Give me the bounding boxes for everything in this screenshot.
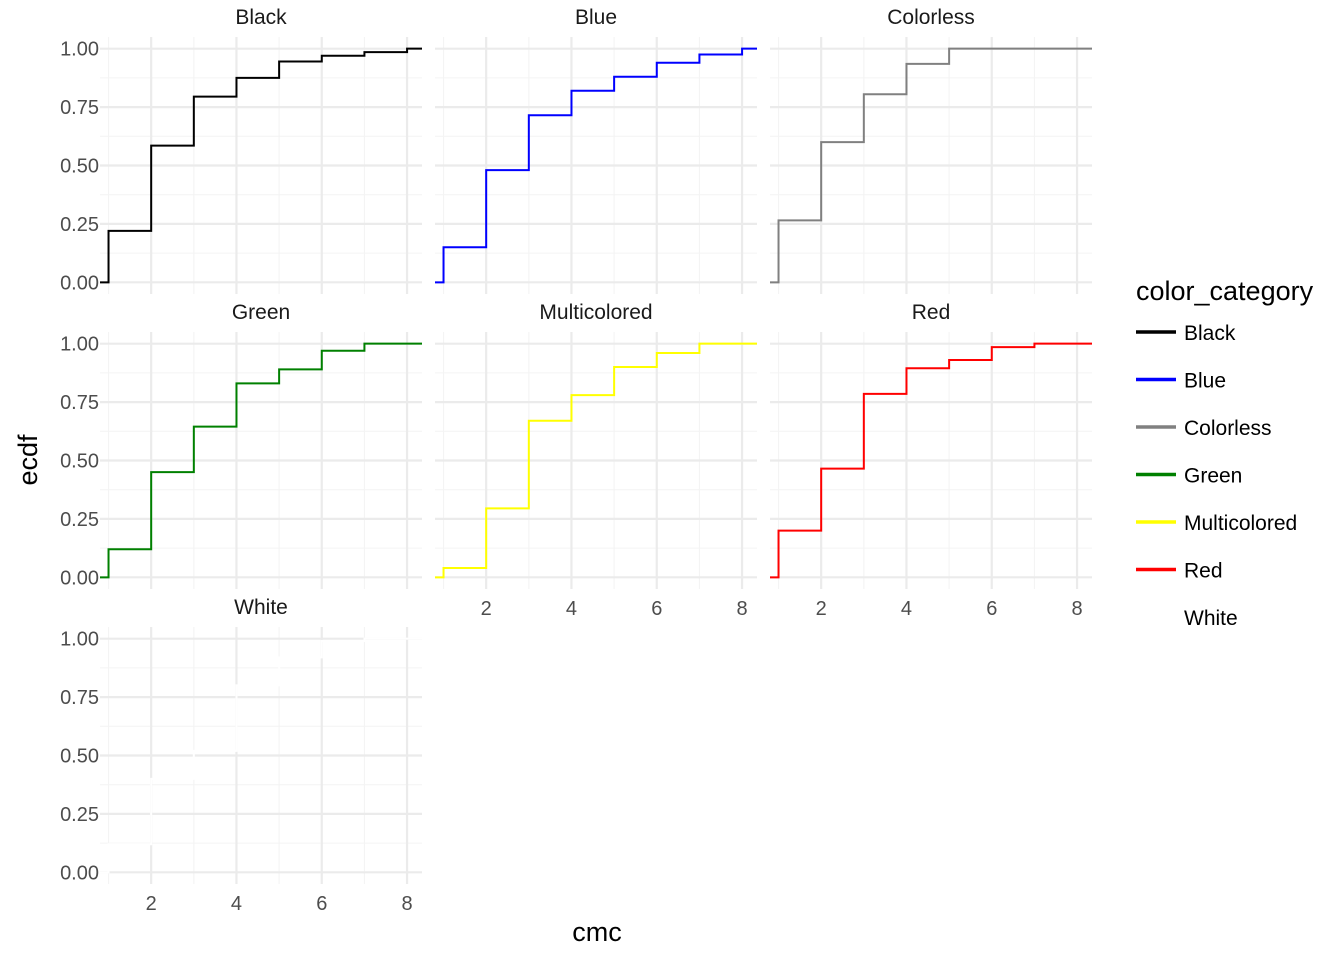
- legend-title: color_category: [1136, 276, 1314, 306]
- facet-title-green: Green: [232, 301, 290, 324]
- x-tick-label: 6: [986, 598, 997, 620]
- x-tick-label: 2: [481, 598, 492, 620]
- legend-label-colorless: Colorless: [1184, 417, 1272, 440]
- y-tick-label: 0.00: [60, 567, 99, 589]
- y-tick-label: 0.50: [60, 156, 99, 178]
- ecdf-line-red: [770, 342, 1092, 579]
- facet-white: White 0.00 0.25 0.50 0.75 1.00 2 4 6 8: [60, 596, 422, 915]
- facet-title-black: Black: [235, 6, 287, 29]
- x-tick-label: 4: [566, 598, 577, 620]
- y-tick-label: 0.25: [60, 804, 99, 826]
- facet-green: Green 0.00 0.25 0.50 0.75 1.00: [60, 301, 422, 589]
- ecdf-line-blue: [435, 47, 757, 284]
- facet-title-colorless: Colorless: [887, 6, 975, 29]
- x-axis-title: cmc: [572, 917, 622, 947]
- y-tick-label: 0.00: [60, 862, 99, 884]
- ecdf-line-green: [100, 342, 422, 579]
- y-tick-label: 1.00: [60, 39, 99, 61]
- ecdf-line-black: [100, 47, 422, 284]
- y-tick-label: 0.25: [60, 509, 99, 531]
- facet-multicolored: Multicolored 2 4 6 8: [435, 301, 757, 620]
- y-tick-label: 0.50: [60, 746, 99, 768]
- y-tick-label: 0.25: [60, 214, 99, 236]
- ecdf-line-white: [100, 637, 422, 874]
- legend-label-black: Black: [1184, 322, 1236, 345]
- legend-label-blue: Blue: [1184, 370, 1226, 393]
- x-tick-label: 8: [402, 893, 413, 915]
- x-tick-label: 4: [901, 598, 912, 620]
- facet-red: Red 2 4 6 8: [770, 301, 1092, 620]
- legend-label-green: Green: [1184, 465, 1242, 488]
- x-tick-label: 8: [1072, 598, 1083, 620]
- x-tick-label: 2: [146, 893, 157, 915]
- ecdf-line-multicolored: [435, 342, 757, 579]
- facet-title-white: White: [234, 596, 288, 619]
- facet-title-blue: Blue: [575, 6, 617, 29]
- x-tick-label: 4: [231, 893, 242, 915]
- y-tick-label: 0.00: [60, 272, 99, 294]
- x-tick-label: 8: [737, 598, 748, 620]
- y-tick-label: 0.75: [60, 392, 99, 414]
- y-tick-label: 1.00: [60, 629, 99, 651]
- x-tick-label: 2: [816, 598, 827, 620]
- facet-title-multicolored: Multicolored: [539, 301, 652, 324]
- y-tick-label: 1.00: [60, 334, 99, 356]
- legend: color_category Black Blue Colorless Green Mu…: [1136, 276, 1314, 630]
- y-axis-title: ecdf: [13, 434, 43, 486]
- facet-black: Black 0.00 0.25 0.50 0.75 1.00: [60, 6, 422, 294]
- legend-label-white: White: [1184, 607, 1238, 630]
- facet-panels: Black 0.00 0.25 0.50 0.75 1.00 Blue Colorless Gr…: [60, 6, 1092, 915]
- facet-blue: Blue: [435, 6, 757, 294]
- legend-label-red: Red: [1184, 560, 1223, 583]
- facet-colorless: Colorless: [770, 6, 1092, 294]
- x-tick-label: 6: [651, 598, 662, 620]
- y-tick-label: 0.75: [60, 97, 99, 119]
- legend-label-multicolored: Multicolored: [1184, 512, 1297, 535]
- ecdf-line-colorless: [770, 47, 1092, 284]
- x-tick-label: 6: [316, 893, 327, 915]
- facet-title-red: Red: [912, 301, 951, 324]
- y-tick-label: 0.75: [60, 687, 99, 709]
- y-tick-label: 0.50: [60, 451, 99, 473]
